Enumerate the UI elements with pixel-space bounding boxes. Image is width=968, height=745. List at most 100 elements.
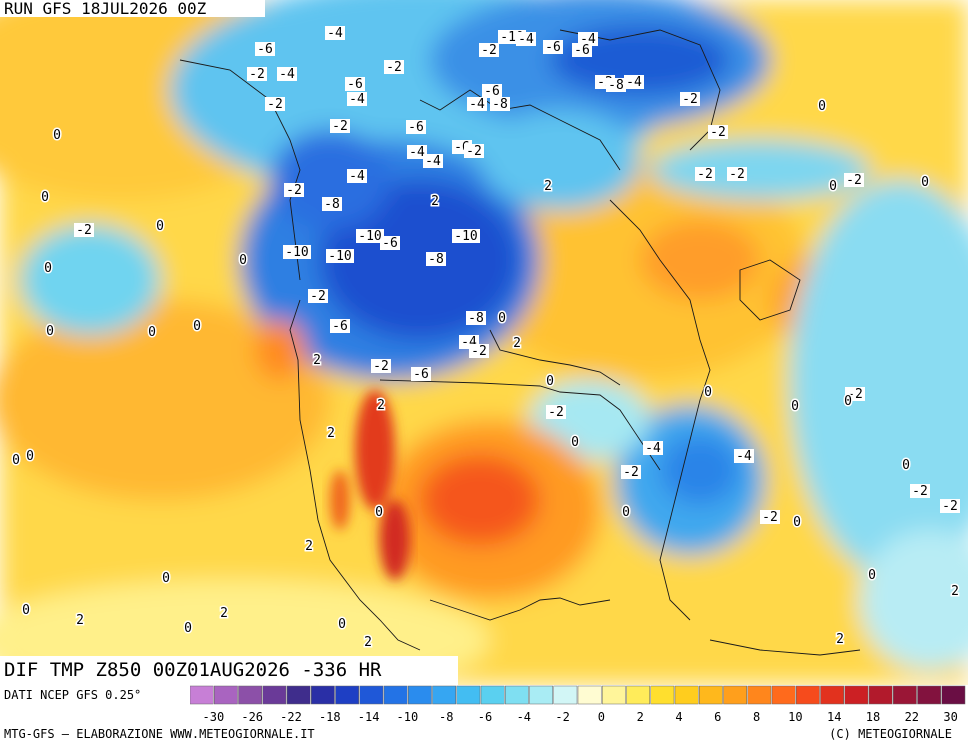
contour-label-background — [380, 236, 400, 250]
color-scale-swatch — [577, 685, 602, 705]
color-scale-swatch — [190, 685, 214, 705]
contour-value-label: -4 — [349, 92, 365, 107]
color-scale-swatch — [674, 685, 699, 705]
contour-value-label: 0 — [829, 179, 837, 194]
contour-value-label: 2 — [836, 632, 844, 647]
map-title: DIF TMP Z850 00Z01AUG2026 -336 HR — [0, 656, 458, 685]
color-scale-tick-label: -18 — [319, 710, 341, 724]
contour-value-label: 2 — [513, 336, 521, 351]
contour-label-background — [384, 60, 404, 74]
color-scale-tick-label: -6 — [478, 710, 492, 724]
contour-value-label: 0 — [791, 399, 799, 414]
contour-value-label: -2 — [373, 359, 389, 374]
contour-value-label: -6 — [257, 42, 273, 57]
contour-value-label: 0 — [46, 324, 54, 339]
contour-label-background — [326, 249, 354, 263]
contour-label-background — [490, 97, 510, 111]
contour-label-background — [345, 77, 365, 91]
color-scale-swatch — [650, 685, 675, 705]
color-scale-tick-label: -2 — [555, 710, 569, 724]
contour-value-label: -4 — [736, 449, 752, 464]
contour-label-background — [411, 367, 431, 381]
contour-label-background — [325, 26, 345, 40]
color-scale-tick-label: -22 — [280, 710, 302, 724]
contour-value-label: 0 — [239, 253, 247, 268]
color-scale-swatch — [917, 685, 941, 705]
contour-value-label: 0 — [793, 515, 801, 530]
contour-label-background — [464, 144, 484, 158]
color-scale-swatch — [505, 685, 529, 705]
contour-value-label: -4 — [409, 145, 425, 160]
contour-value-label: -2 — [846, 173, 862, 188]
contour-value-label: 0 — [44, 261, 52, 276]
contour-value-label: -2 — [267, 97, 283, 112]
contour-value-label: 0 — [26, 449, 34, 464]
contour-value-label: -6 — [574, 43, 590, 58]
color-scale-tick-label: 2 — [637, 710, 644, 724]
contour-label-background — [330, 319, 350, 333]
contour-label-background — [277, 67, 297, 81]
contour-label-background — [426, 252, 446, 266]
contour-label-background — [479, 43, 499, 57]
contour-value-label: -2 — [847, 387, 863, 402]
contour-value-label: 0 — [546, 374, 554, 389]
contour-value-label: 0 — [22, 603, 30, 618]
color-scale-swatch — [359, 685, 384, 705]
color-scale-swatch — [335, 685, 359, 705]
contour-value-label: -2 — [942, 499, 958, 514]
contour-value-label: -2 — [471, 344, 487, 359]
color-scale-tick-label: -4 — [517, 710, 531, 724]
color-scale-swatch — [699, 685, 723, 705]
contour-value-label: -6 — [413, 367, 429, 382]
contour-label-background — [356, 229, 384, 243]
contour-value-label: -6 — [545, 40, 561, 55]
run-label: RUN GFS 18JUL2026 00Z — [0, 0, 265, 17]
contour-label-background — [680, 92, 700, 106]
contour-value-label: 0 — [498, 311, 506, 326]
color-scale-tick-label: 8 — [753, 710, 760, 724]
contour-value-label: 0 — [704, 385, 712, 400]
contour-value-label: -2 — [466, 144, 482, 159]
contour-label-background — [452, 229, 480, 243]
contour-value-label: -8 — [468, 311, 484, 326]
contour-value-label: 2 — [76, 613, 84, 628]
color-scale-tick-label: -26 — [241, 710, 263, 724]
contour-value-label: -2 — [76, 223, 92, 238]
contour-label-background — [543, 40, 563, 54]
color-scale-swatch — [408, 685, 432, 705]
contour-value-label: 2 — [313, 353, 321, 368]
contour-label-background — [423, 154, 443, 168]
contour-label-background — [284, 183, 304, 197]
contour-value-label: 2 — [327, 426, 335, 441]
color-scale-tick-label: -30 — [203, 710, 225, 724]
contour-label-background — [467, 97, 487, 111]
contour-value-label: 0 — [622, 505, 630, 520]
contour-label-background — [572, 43, 592, 57]
contour-value-label: -4 — [279, 67, 295, 82]
contour-label-background — [734, 449, 754, 463]
color-scale-swatch — [432, 685, 456, 705]
contour-value-label: -8 — [428, 252, 444, 267]
color-scale-swatch — [286, 685, 311, 705]
color-scale-bar — [190, 685, 966, 705]
contour-value-label: 0 — [902, 458, 910, 473]
contour-value-label: -4 — [518, 32, 534, 47]
data-source-label: DATI NCEP GFS 0.25° — [4, 688, 142, 702]
contour-value-label: -2 — [548, 405, 564, 420]
contour-label-background — [695, 167, 715, 181]
contour-value-label: -4 — [469, 97, 485, 112]
contour-value-label: -4 — [645, 441, 661, 456]
contour-value-label: 2 — [377, 398, 385, 413]
color-scale-swatch — [796, 685, 820, 705]
contour-label-background — [347, 169, 367, 183]
color-scale-swatch — [602, 685, 626, 705]
contour-value-label: 0 — [41, 190, 49, 205]
color-scale-tick-label: 22 — [905, 710, 919, 724]
contour-value-label: -8 — [608, 78, 624, 93]
color-scale-tick-label: 14 — [827, 710, 841, 724]
contour-value-label: -6 — [484, 84, 500, 99]
contour-value-label: 2 — [364, 635, 372, 650]
color-scale-swatch — [893, 685, 917, 705]
contour-value-label: -2 — [310, 289, 326, 304]
